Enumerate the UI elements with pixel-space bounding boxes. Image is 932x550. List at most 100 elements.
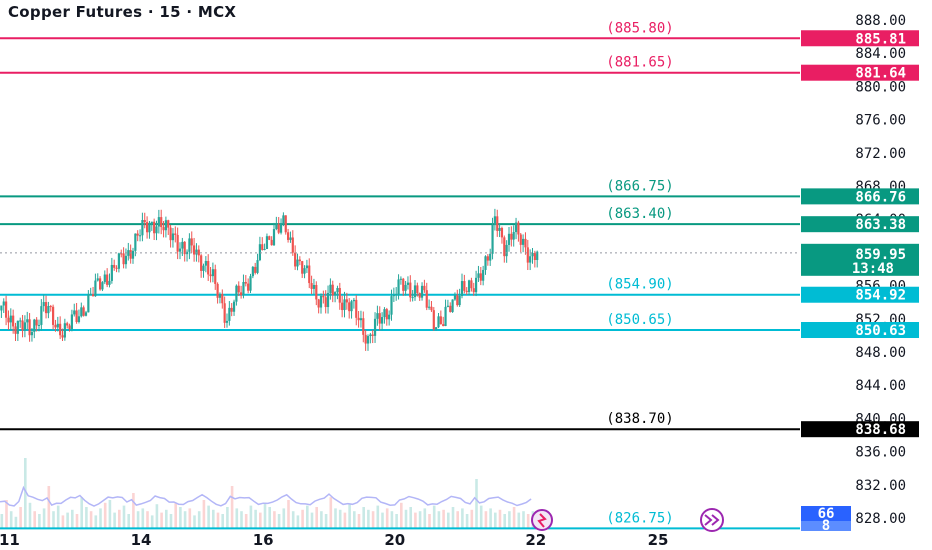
level-label: (866.75)	[606, 178, 673, 194]
x-tick-label: 20	[384, 531, 405, 549]
candle-body	[254, 266, 257, 273]
candle-body	[310, 283, 313, 289]
candle-body	[529, 256, 532, 263]
candle-body	[472, 288, 475, 293]
candle-body	[373, 318, 377, 336]
candle-body	[216, 283, 219, 298]
candle-body	[117, 253, 120, 269]
candle-body	[416, 285, 419, 294]
candle-body	[42, 302, 45, 307]
candle-body	[357, 317, 360, 321]
candle-body	[536, 251, 539, 260]
candle-body	[437, 316, 440, 328]
volume-bar	[522, 511, 525, 528]
candle-body	[435, 327, 438, 330]
volume-bar	[33, 511, 36, 528]
x-tick-label: 25	[648, 531, 669, 549]
candle-body	[200, 255, 203, 271]
candle-body	[404, 284, 407, 291]
candle-body	[169, 227, 172, 241]
volume-bar	[329, 497, 333, 528]
candle-body	[129, 250, 132, 259]
level-price-tag-text: 850.63	[855, 323, 906, 339]
volume-bar	[324, 514, 328, 528]
candle-body	[444, 306, 447, 327]
candle-body	[479, 273, 482, 281]
level-price-tag-text: 863.38	[855, 217, 906, 233]
candle-body	[73, 310, 76, 315]
volume-bar	[268, 507, 271, 528]
candle-body	[378, 313, 381, 324]
candle-body	[409, 282, 412, 298]
chart-title: Copper Futures · 15 · MCX	[8, 3, 237, 21]
candle-body	[442, 324, 445, 327]
candle-body	[211, 269, 214, 277]
candle-body	[235, 285, 238, 302]
candle-body	[275, 224, 278, 230]
candle-body	[352, 299, 355, 302]
volume-bar	[141, 508, 145, 528]
candle-body	[418, 293, 421, 298]
candle-body	[77, 316, 81, 322]
candle-body	[362, 318, 365, 335]
candle-body	[232, 301, 236, 312]
volume-bar	[150, 515, 154, 528]
candle-body	[9, 315, 12, 323]
volume-bar	[169, 514, 173, 528]
candle-body	[493, 216, 496, 225]
candle-body	[207, 260, 210, 275]
candle-body	[66, 323, 69, 326]
last-price-tag	[801, 243, 919, 276]
candle-body	[453, 295, 457, 300]
level-price-tag-text: 838.68	[855, 422, 906, 438]
candle-body	[282, 215, 285, 225]
candle-body	[56, 323, 59, 328]
candle-body	[124, 255, 128, 265]
candle-body	[242, 281, 245, 296]
candle-body	[59, 323, 62, 336]
candle-body	[467, 280, 471, 293]
volume-bar	[226, 507, 229, 528]
candle-body	[512, 232, 515, 240]
candle-body	[477, 273, 480, 278]
candle-body	[190, 238, 193, 246]
volume-bar	[475, 479, 478, 528]
candle-body	[221, 294, 224, 304]
candle-body	[432, 310, 435, 330]
candle-body	[103, 274, 106, 283]
candle-body	[49, 306, 52, 308]
volume-bar	[343, 512, 347, 528]
volume-bar	[357, 514, 361, 528]
volume-bar	[306, 505, 309, 528]
candle-body	[420, 285, 424, 298]
volume-bar	[230, 486, 234, 528]
candle-body	[287, 232, 290, 240]
candle-body	[296, 259, 299, 267]
y-tick-label: 884.00	[855, 46, 906, 62]
candle-body	[150, 221, 153, 225]
candle-body	[284, 215, 287, 233]
candle-body	[108, 280, 111, 285]
candle-body	[406, 282, 410, 285]
candle-body	[70, 314, 73, 329]
candle-body	[428, 306, 431, 308]
level-price-tag	[801, 30, 919, 47]
candle-body	[30, 331, 34, 336]
level-price-tag-text: 885.81	[855, 31, 906, 47]
candle-body	[80, 307, 83, 317]
volume-bar	[188, 508, 192, 528]
volume-bar	[367, 509, 370, 528]
volume-bar	[428, 514, 431, 528]
candle-body	[174, 233, 177, 235]
level-price-tag-text: 881.64	[855, 66, 906, 82]
volume-bar	[197, 511, 201, 528]
volume-bar	[56, 505, 60, 528]
candle-body	[68, 325, 71, 329]
candle-body	[298, 259, 301, 262]
volume-tag	[801, 506, 851, 521]
candle-body	[96, 278, 99, 281]
volume-bar	[409, 507, 412, 528]
candle-body	[475, 277, 478, 293]
volume-bar	[0, 514, 4, 528]
